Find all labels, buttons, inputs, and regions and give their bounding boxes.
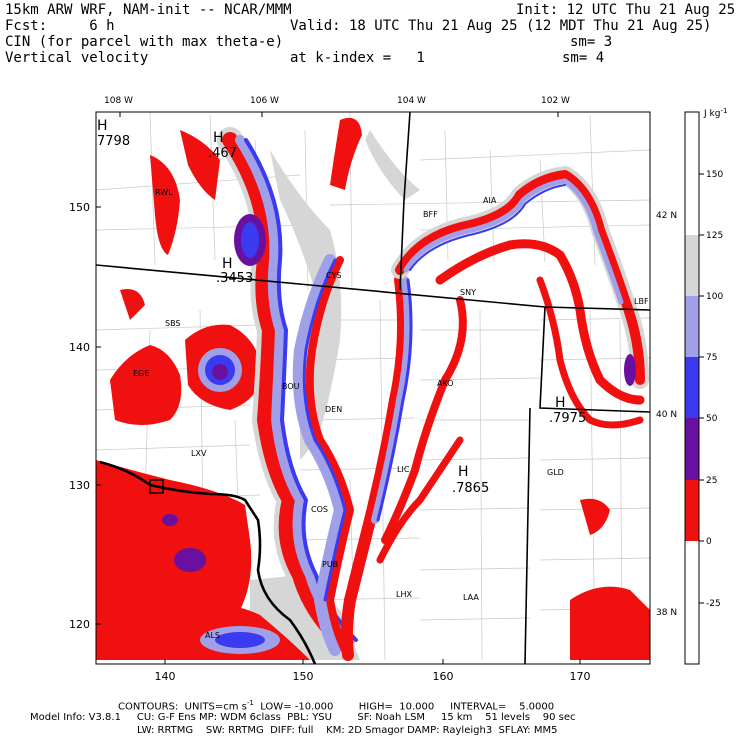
grid-x-160: 160: [433, 670, 454, 683]
city-sny: SNY: [460, 288, 476, 297]
city-den: DEN: [325, 405, 342, 414]
extremum-value-3: .3453: [216, 271, 253, 286]
extremum-value-4: .7975: [549, 411, 586, 426]
valid-time: Valid: 18 UTC Thu 21 Aug 25 (12 MDT Thu …: [290, 18, 712, 34]
grid-y-130: 130: [69, 479, 90, 492]
city-ako: AKO: [437, 379, 454, 388]
state-borders: [96, 112, 650, 664]
lat-label-38n: 38 N: [656, 608, 677, 618]
lat-label-42n: 42 N: [656, 211, 677, 221]
grid-x-150: 150: [293, 670, 314, 683]
city-rwl: RWL: [155, 188, 173, 197]
city-laa: LAA: [463, 593, 479, 602]
city-bou: BOU: [282, 382, 300, 391]
extremum-h-4: H: [555, 395, 566, 411]
colorbar-label-125: 125: [706, 231, 723, 241]
cin-ribbon: [217, 127, 649, 661]
colorbar-labels: 150 125 100 75 50 25 0 -25: [706, 170, 723, 609]
vv-low-marker: [149, 479, 164, 494]
city-gld: GLD: [547, 468, 564, 477]
city-lbf: LBF: [634, 297, 649, 306]
left-grid-labels: 150 140 130 120: [69, 201, 90, 631]
extrema-labels: H 7798 H .467 H .3453 H .7975 H .7865: [97, 118, 586, 496]
city-cys: CYS: [326, 271, 341, 280]
extremum-h-1: H: [97, 118, 108, 134]
city-ege: EGE: [133, 369, 149, 378]
cin-blobs: [162, 214, 636, 654]
lat-label-40n: 40 N: [656, 410, 677, 420]
extremum-value-1: 7798: [97, 134, 130, 149]
grid-y-150: 150: [69, 201, 90, 214]
city-aia: AIA: [483, 196, 497, 205]
city-labels: RWL BFF AIA CYS SNY LBF SBS BOU DEN AKO …: [133, 188, 649, 640]
model-title: 15km ARW WRF, NAM-init -- NCAR/MMM: [5, 2, 292, 18]
extremum-h-5: H: [458, 464, 469, 480]
colorbar-label-150: 150: [706, 170, 723, 180]
extremum-value-2: .467: [208, 146, 237, 161]
contour-info: CONTOURS: UNITS=cm s-1 LOW= -10.000 HIGH…: [118, 699, 555, 713]
grid-y-120: 120: [69, 618, 90, 631]
smoothing-vv: sm= 4: [562, 50, 605, 66]
city-als: ALS: [205, 631, 220, 640]
city-bff: BFF: [423, 210, 438, 219]
city-lhx: LHX: [396, 590, 412, 599]
grid-x-140: 140: [155, 670, 176, 683]
colorbar-label-0: 0: [706, 537, 712, 547]
city-pub: PUB: [322, 560, 338, 569]
grid-y-140: 140: [69, 341, 90, 354]
extremum-h-3: H: [222, 256, 233, 272]
smoothing-cin: sm= 3: [570, 34, 613, 50]
colorbar-label-75: 75: [706, 353, 717, 363]
grid-x-170: 170: [570, 670, 591, 683]
field-name-vv: Vertical velocity: [5, 50, 149, 66]
city-sbs: SBS: [165, 319, 181, 328]
colorbar-label-50: 50: [706, 414, 718, 424]
model-info: Model Info: V3.8.1 CU: G-F Ens MP: WDM 6…: [30, 712, 576, 723]
k-index: at k-index = 1: [290, 50, 425, 66]
right-lat-labels: 42 N 40 N 38 N: [656, 211, 677, 618]
colorbar-units: J kg-1: [703, 107, 727, 119]
map-frame: [95, 111, 651, 665]
field-name-cin: CIN (for parcel with max theta-e): [5, 34, 284, 50]
bottom-grid-labels: 140 150 160 170: [155, 670, 591, 683]
extremum-h-2: H: [213, 130, 224, 146]
lon-label-108w: 108 W: [104, 96, 133, 106]
city-lxv: LXV: [191, 449, 207, 458]
lon-label-104w: 104 W: [397, 96, 426, 106]
lon-label-106w: 106 W: [250, 96, 279, 106]
colorbar-label-25: 25: [706, 476, 717, 486]
city-cos: COS: [311, 505, 328, 514]
colorbar-label-neg25: -25: [706, 599, 721, 609]
forecast-hour: Fcst: 6 h: [5, 18, 115, 34]
city-lic: LIC: [397, 465, 410, 474]
map-content: RWL BFF AIA CYS SNY LBF SBS BOU DEN AKO …: [96, 112, 650, 664]
lon-label-102w: 102 W: [541, 96, 570, 106]
init-time: Init: 12 UTC Thu 21 Aug 25: [516, 2, 736, 18]
colorbar-label-100: 100: [706, 292, 723, 302]
top-lon-labels: 108 W 106 W 104 W 102 W: [104, 96, 570, 106]
extremum-value-5: .7865: [452, 481, 489, 496]
axis-ticks: [96, 112, 581, 664]
physics-info: LW: RRTMG SW: RRTMG DIFF: full KM: 2D Sm…: [137, 725, 558, 736]
colorbar: J kg-1 150 125 100 75 50 25 0 -25: [684, 107, 727, 665]
